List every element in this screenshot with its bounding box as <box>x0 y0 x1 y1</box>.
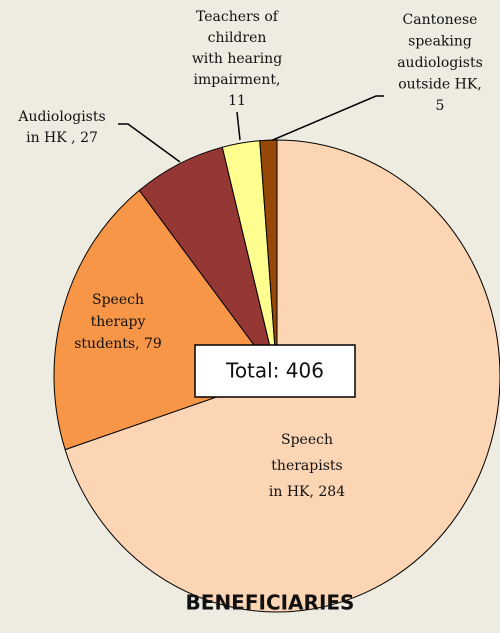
data-label: children <box>208 30 267 46</box>
total-box <box>194 344 356 398</box>
data-label: speaking <box>408 34 472 50</box>
chart-title: BENEFICIARIES <box>186 591 355 615</box>
data-label: with hearing <box>192 51 282 67</box>
leader-lines <box>118 95 384 163</box>
data-label: therapists <box>271 458 342 474</box>
data-label: impairment, <box>194 72 281 88</box>
data-label: Speech <box>281 432 333 448</box>
leader-line <box>118 123 181 163</box>
data-label: Audiologists <box>17 109 105 125</box>
data-labels: Speech therapists in HK, 284 Speech therapy s… <box>17 9 482 500</box>
leader-line <box>267 95 384 143</box>
data-label: in HK , 27 <box>26 130 98 146</box>
pie-slice <box>259 139 278 377</box>
data-label: in HK, 284 <box>269 484 345 500</box>
data-label: outside HK, <box>398 77 482 93</box>
data-label: Cantonese <box>403 12 478 28</box>
leader-line <box>236 111 241 141</box>
data-label: 11 <box>228 93 246 109</box>
data-label: students, 79 <box>74 336 162 352</box>
data-label: Speech <box>92 292 144 308</box>
data-label: audiologists <box>397 55 483 71</box>
data-label: 5 <box>436 98 445 114</box>
total-label: Total: 406 <box>225 359 324 383</box>
data-label: Teachers of <box>196 9 280 25</box>
data-label: therapy <box>91 314 146 330</box>
